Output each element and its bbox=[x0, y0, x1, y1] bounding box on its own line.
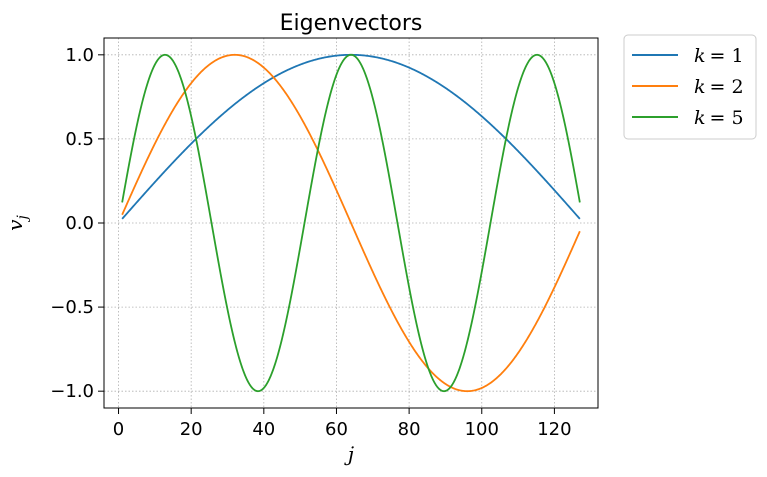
x-tick-label: 20 bbox=[180, 419, 203, 440]
legend-label-k1: k = 1 bbox=[694, 45, 744, 67]
legend-box bbox=[623, 34, 757, 140]
x-axis-label: j bbox=[344, 442, 354, 466]
x-tick-label: 100 bbox=[465, 419, 499, 440]
y-axis-label: vj bbox=[3, 215, 31, 231]
y-tick-label: 0.0 bbox=[65, 213, 94, 234]
legend-label-eq: = 5 bbox=[710, 107, 744, 129]
x-tick-label: 60 bbox=[325, 419, 348, 440]
grid bbox=[104, 38, 598, 408]
y-axis-label-subscript: j bbox=[15, 215, 31, 223]
series-line-k5 bbox=[121, 53, 581, 393]
legend-label-eq: = 1 bbox=[710, 45, 744, 67]
legend-label-var: k bbox=[694, 76, 706, 98]
legend-label-var: k bbox=[694, 107, 706, 129]
plot-lines bbox=[121, 53, 581, 393]
x-axis: 0 20 40 60 80 100 120 bbox=[113, 408, 572, 440]
series-line-k2 bbox=[121, 53, 581, 393]
x-tick-label: 120 bbox=[537, 419, 571, 440]
y-tick-label: 1.0 bbox=[65, 45, 94, 66]
y-axis-label-main: v bbox=[3, 219, 27, 231]
chart-title: Eigenvectors bbox=[280, 11, 423, 36]
x-tick-label: 80 bbox=[398, 419, 421, 440]
legend-label-eq: = 2 bbox=[710, 76, 744, 98]
legend-label-var: k bbox=[694, 45, 706, 67]
x-tick-label: 40 bbox=[252, 419, 275, 440]
legend-label-k2: k = 2 bbox=[694, 76, 744, 98]
y-tick-label: −0.5 bbox=[50, 297, 94, 318]
x-tick-label: 0 bbox=[113, 419, 124, 440]
y-axis: 1.0 0.5 0.0 −0.5 −1.0 bbox=[50, 45, 104, 402]
legend-label-k5: k = 5 bbox=[694, 107, 744, 129]
legend: k = 1k = 2k = 5 bbox=[623, 34, 757, 140]
y-tick-label: 0.5 bbox=[65, 129, 94, 150]
y-tick-label: −1.0 bbox=[50, 381, 94, 402]
